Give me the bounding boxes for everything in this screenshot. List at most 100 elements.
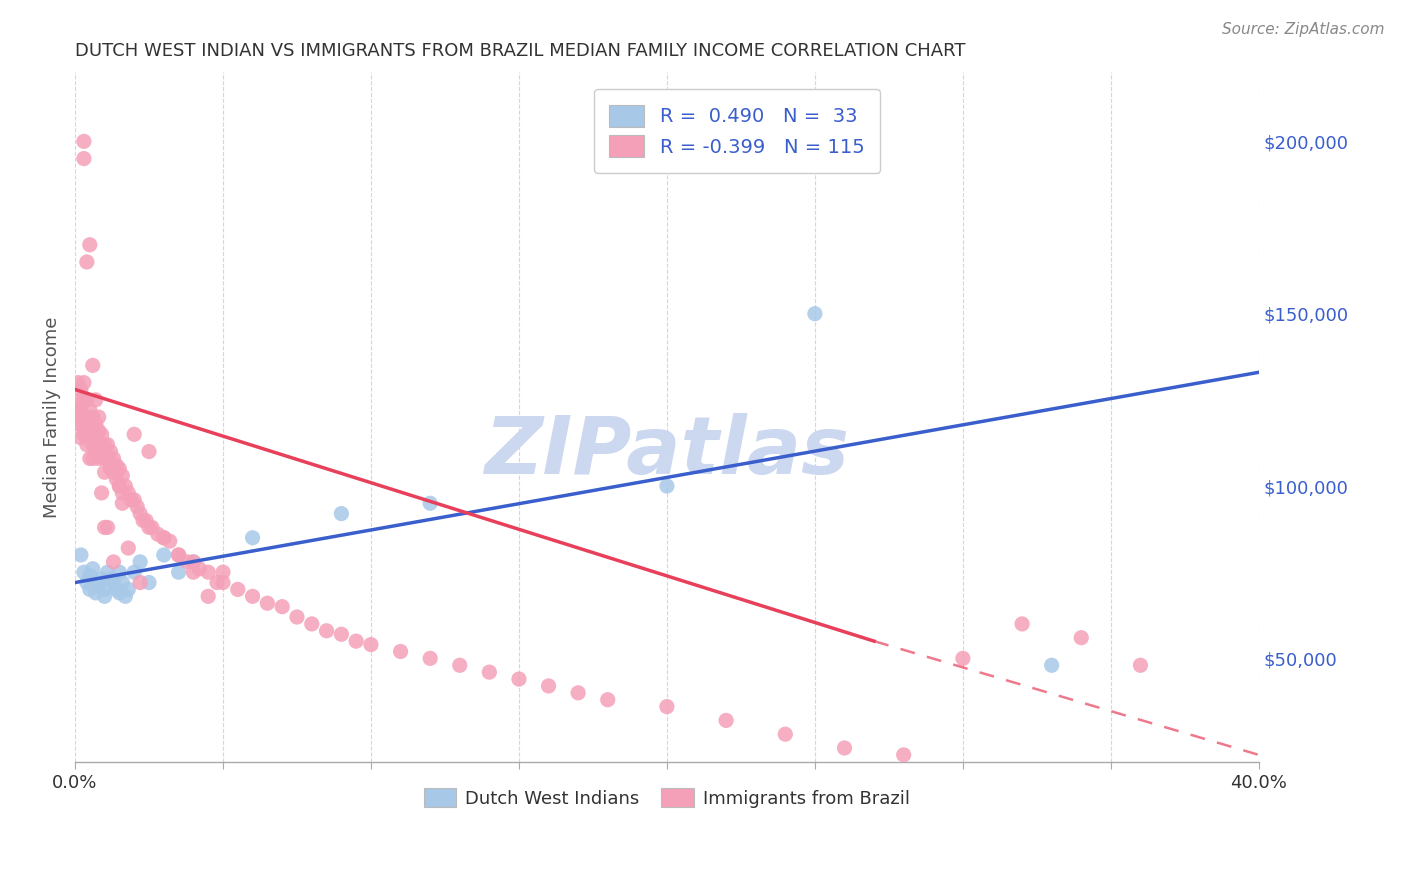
Point <box>508 672 530 686</box>
Point <box>73 152 96 166</box>
Point <box>1040 658 1063 673</box>
Point <box>76 424 98 438</box>
Text: DUTCH WEST INDIAN VS IMMIGRANTS FROM BRAZIL MEDIAN FAMILY INCOME CORRELATION CHA: DUTCH WEST INDIAN VS IMMIGRANTS FROM BRA… <box>75 42 966 60</box>
Point <box>344 634 367 648</box>
Point <box>90 486 112 500</box>
Point <box>79 431 101 445</box>
Point <box>146 527 169 541</box>
Point <box>97 565 120 579</box>
Point <box>79 582 101 597</box>
Point <box>271 599 294 614</box>
Point <box>117 582 139 597</box>
Point <box>79 417 101 431</box>
Point <box>90 444 112 458</box>
Point <box>79 451 101 466</box>
Point <box>93 438 115 452</box>
Point <box>197 565 219 579</box>
Point <box>100 572 122 586</box>
Point <box>84 431 107 445</box>
Point <box>93 520 115 534</box>
Point <box>70 431 93 445</box>
Point <box>70 548 93 562</box>
Point <box>330 627 353 641</box>
Point <box>537 679 560 693</box>
Point <box>70 403 93 417</box>
Point <box>87 451 110 466</box>
Point <box>76 438 98 452</box>
Point <box>108 479 131 493</box>
Point <box>212 575 235 590</box>
Point <box>212 565 235 579</box>
Point <box>105 458 128 473</box>
Point <box>122 492 145 507</box>
Point <box>100 458 122 473</box>
Point <box>82 410 104 425</box>
Point <box>84 392 107 407</box>
Point <box>76 410 98 425</box>
Point <box>66 403 89 417</box>
Point <box>129 555 152 569</box>
Point <box>176 555 198 569</box>
Point <box>82 427 104 442</box>
Point <box>87 424 110 438</box>
Point <box>82 424 104 438</box>
Point <box>1070 631 1092 645</box>
Point <box>103 451 125 466</box>
Point <box>97 438 120 452</box>
Point <box>79 568 101 582</box>
Point <box>360 638 382 652</box>
Point <box>97 520 120 534</box>
Point <box>79 403 101 417</box>
Point <box>129 507 152 521</box>
Point <box>73 376 96 390</box>
Point <box>804 307 827 321</box>
Point <box>82 562 104 576</box>
Point <box>117 541 139 555</box>
Y-axis label: Median Family Income: Median Family Income <box>44 317 60 517</box>
Point <box>159 534 181 549</box>
Point <box>183 555 205 569</box>
Point <box>105 472 128 486</box>
Point <box>87 579 110 593</box>
Point <box>449 658 471 673</box>
Point <box>66 417 89 431</box>
Point <box>152 548 174 562</box>
Point <box>84 586 107 600</box>
Point <box>389 644 412 658</box>
Point <box>93 590 115 604</box>
Point <box>183 565 205 579</box>
Point <box>315 624 337 638</box>
Point <box>103 465 125 479</box>
Point <box>100 444 122 458</box>
Point <box>70 383 93 397</box>
Point <box>117 486 139 500</box>
Point <box>87 410 110 425</box>
Point <box>108 462 131 476</box>
Point <box>66 376 89 390</box>
Point <box>114 590 136 604</box>
Point <box>82 359 104 373</box>
Point <box>105 582 128 597</box>
Point <box>76 392 98 407</box>
Point <box>256 596 278 610</box>
Point <box>120 492 142 507</box>
Point <box>97 451 120 466</box>
Point <box>111 496 134 510</box>
Point <box>122 427 145 442</box>
Point <box>73 134 96 148</box>
Legend: Dutch West Indians, Immigrants from Brazil: Dutch West Indians, Immigrants from Braz… <box>416 781 917 814</box>
Point <box>952 651 974 665</box>
Point <box>1129 658 1152 673</box>
Point <box>70 417 93 431</box>
Point <box>73 410 96 425</box>
Text: Source: ZipAtlas.com: Source: ZipAtlas.com <box>1222 22 1385 37</box>
Point <box>242 590 264 604</box>
Point <box>93 451 115 466</box>
Point <box>122 565 145 579</box>
Point <box>655 479 678 493</box>
Point <box>714 714 737 728</box>
Point <box>775 727 797 741</box>
Point <box>655 699 678 714</box>
Point <box>893 747 915 762</box>
Point <box>167 548 190 562</box>
